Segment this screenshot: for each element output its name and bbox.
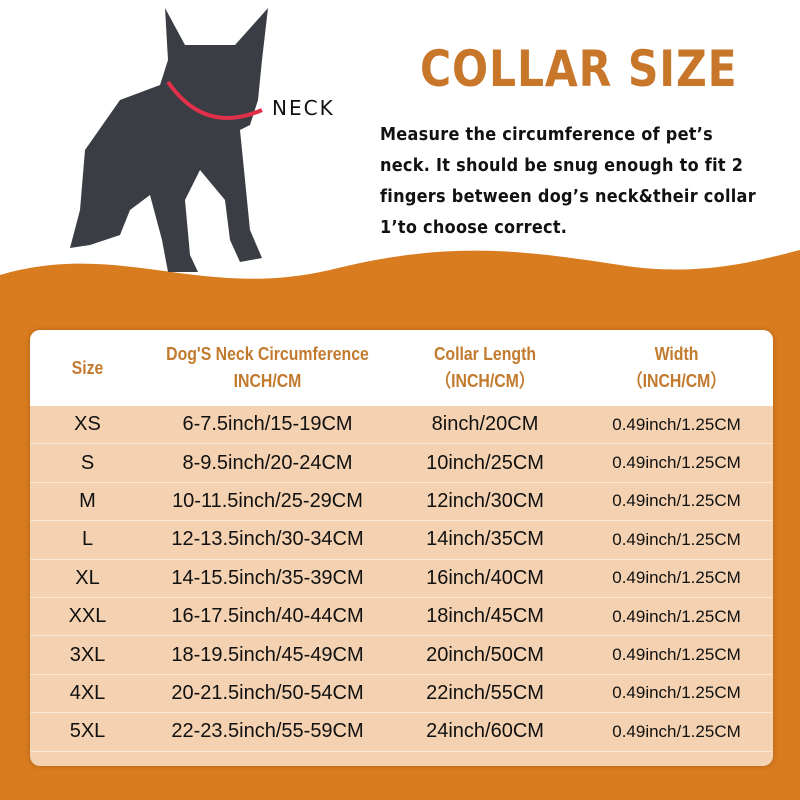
collar-marker — [166, 80, 263, 120]
table-cell: 0.49inch/1.25CM — [612, 606, 741, 626]
table-row: XS 6-7.5inch/15-19CM 8inch/20CM 0.49inch/1.… — [30, 406, 773, 445]
size-table: Size Dog'S Neck Circumference INCH/CM Colla… — [30, 330, 773, 766]
table-cell: 24inch/60CM — [426, 720, 544, 743]
column-header: Dog'S Neck Circumference INCH/CM — [160, 341, 376, 395]
table-cell: 4XL — [69, 681, 106, 704]
column-header: Collar Length （INCH/CM） — [401, 341, 568, 395]
column-header-line: Dog'S Neck Circumference — [166, 344, 369, 364]
column-header-line: INCH/CM — [233, 371, 302, 391]
dog-image — [70, 8, 268, 272]
table-cell: 12inch/30CM — [426, 489, 544, 512]
table-row: 3XL 18-19.5inch/45-49CM 20inch/50CM 0.49inc… — [30, 636, 773, 675]
table-cell: 0.49inch/1.25CM — [612, 491, 741, 511]
table-cell: 6-7.5inch/15-19CM — [182, 413, 353, 436]
table-cell: 0.49inch/1.25CM — [612, 568, 741, 588]
table-row: 5XL 22-23.5inch/55-59CM 24inch/60CM 0.49inc… — [30, 713, 773, 752]
column-header: Size — [37, 355, 138, 382]
table-cell: 14-15.5inch/35-39CM — [171, 566, 364, 589]
table-row: M 10-11.5inch/25-29CM 12inch/30CM 0.49inch/… — [30, 483, 773, 522]
neck-label: NECK — [272, 96, 335, 120]
column-header-line: （INCH/CM） — [626, 371, 727, 391]
table-row: 4XL 20-21.5inch/50-54CM 22inch/55CM 0.49inc… — [30, 675, 773, 714]
column-header: Width （INCH/CM） — [592, 341, 762, 395]
table-cell: 10-11.5inch/25-29CM — [172, 489, 363, 512]
table-cell: 8-9.5inch/20-24CM — [182, 451, 353, 474]
page-title: COLLAR SIZE — [420, 40, 738, 98]
table-body: XS 6-7.5inch/15-19CM 8inch/20CM 0.49inch/1.… — [30, 406, 773, 752]
table-cell: 20-21.5inch/50-54CM — [171, 681, 364, 704]
table-cell: 0.49inch/1.25CM — [612, 414, 741, 434]
table-cell: 0.49inch/1.25CM — [612, 721, 741, 741]
table-cell: 3XL — [69, 643, 106, 666]
table-cell: 16-17.5inch/40-44CM — [171, 605, 364, 628]
table-cell: L — [81, 528, 94, 551]
table-cell: 14inch/35CM — [426, 528, 544, 551]
table-cell: 0.49inch/1.25CM — [612, 453, 741, 473]
table-row: L 12-13.5inch/30-34CM 14inch/35CM 0.49inch/… — [30, 521, 773, 560]
table-cell: XL — [75, 566, 100, 589]
table-header: Size Dog'S Neck Circumference INCH/CM Colla… — [30, 330, 773, 406]
table-row: S 8-9.5inch/20-24CM 10inch/25CM 0.49inch/1.… — [30, 444, 773, 483]
table-cell: 0.49inch/1.25CM — [612, 645, 741, 665]
table-cell: 20inch/50CM — [426, 643, 544, 666]
table-cell: 16inch/40CM — [426, 566, 544, 589]
column-header-line: Width — [654, 344, 699, 364]
table-cell: 5XL — [69, 720, 106, 743]
description: Measure the circumference of pet’s neck.… — [380, 125, 756, 238]
table-cell: 12-13.5inch/30-34CM — [171, 528, 364, 551]
table-row: XXL 16-17.5inch/40-44CM 18inch/45CM 0.49inc… — [30, 598, 773, 637]
table-cell: XXL — [68, 605, 107, 628]
table-cell: M — [79, 489, 96, 512]
table-cell: XS — [74, 413, 101, 436]
table-cell: S — [80, 451, 95, 474]
column-header-line: （INCH/CM） — [435, 371, 535, 391]
table-row: XL 14-15.5inch/35-39CM 16inch/40CM 0.49inch… — [30, 560, 773, 598]
table-cell: 10inch/25CM — [426, 451, 544, 474]
table-cell: 0.49inch/1.25CM — [612, 529, 741, 549]
table-cell: 18-19.5inch/45-49CM — [171, 643, 364, 666]
column-header-line: Size — [71, 357, 104, 378]
table-cell: 8inch/20CM — [431, 413, 539, 436]
table-cell: 0.49inch/1.25CM — [612, 683, 741, 703]
table-cell: 22inch/55CM — [426, 681, 544, 704]
table-cell: 22-23.5inch/55-59CM — [171, 720, 364, 743]
table-cell: 18inch/45CM — [426, 605, 544, 628]
column-header-line: Collar Length — [433, 344, 537, 364]
